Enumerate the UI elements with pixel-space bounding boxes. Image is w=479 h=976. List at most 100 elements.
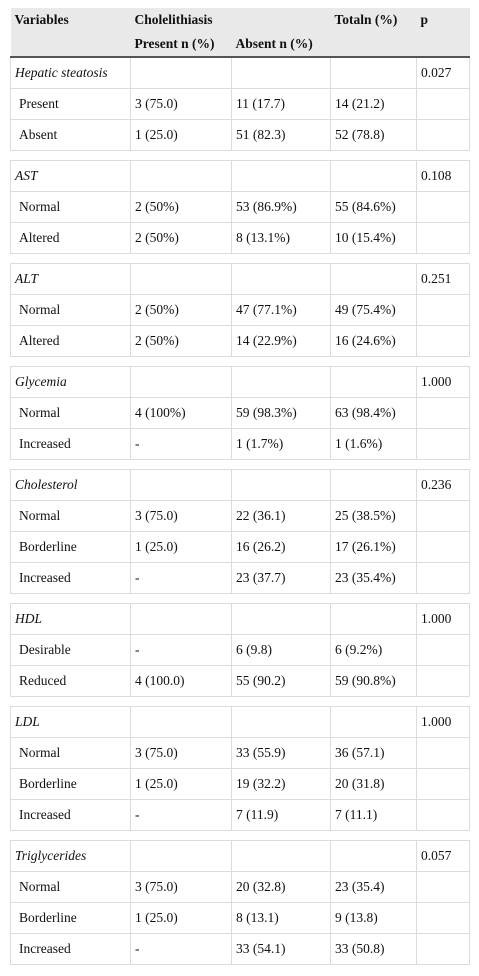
- cell: 4 (100%): [130, 397, 232, 429]
- empty-cell: [230, 603, 332, 635]
- table-wrapper: Variables Cholelithiasis Totaln (%) p Pr…: [10, 8, 471, 965]
- empty-cell: [416, 902, 471, 934]
- empty-cell: [330, 263, 418, 295]
- cell: 7 (11.9): [230, 799, 332, 831]
- empty-cell: [130, 366, 232, 398]
- row-label: Normal: [10, 871, 131, 903]
- spacer-row: [10, 356, 470, 367]
- p-value: 0.027: [416, 56, 471, 89]
- cell: 3 (75.0): [130, 737, 232, 769]
- spacer-cell: [10, 696, 470, 707]
- group-row: HDL 1.000: [10, 603, 471, 635]
- header-cell: Variables: [10, 8, 131, 32]
- empty-cell: [330, 706, 418, 738]
- group-row: Hepatic steatosis 0.027: [10, 56, 471, 89]
- row-label: Borderline: [10, 768, 131, 800]
- row-label: Normal: [10, 397, 131, 429]
- row-label: Normal: [10, 191, 131, 223]
- group-row: Cholesterol 0.236: [10, 469, 471, 501]
- data-row: Borderline 1 (25.0) 16 (26.2) 17 (26.1%): [10, 531, 471, 563]
- header-cell: Cholelithiasis: [130, 8, 331, 32]
- row-label: Normal: [10, 737, 131, 769]
- cell: 55 (84.6%): [330, 191, 418, 223]
- spacer-cell: [10, 253, 470, 264]
- data-row: Altered 2 (50%) 14 (22.9%) 16 (24.6%): [10, 325, 471, 357]
- empty-cell: [330, 160, 418, 192]
- empty-cell: [230, 160, 332, 192]
- empty-cell: [230, 56, 332, 89]
- empty-cell: [416, 500, 471, 532]
- cell: 23 (35.4): [330, 871, 418, 903]
- cell: 1 (1.6%): [330, 428, 418, 460]
- cell: -: [130, 428, 232, 460]
- cell: 8 (13.1): [230, 902, 332, 934]
- empty-cell: [230, 706, 332, 738]
- empty-cell: [416, 665, 471, 697]
- group-name: Cholesterol: [10, 469, 131, 501]
- cell: 20 (32.8): [230, 871, 332, 903]
- cell: 1 (1.7%): [230, 428, 332, 460]
- cell: 23 (37.7): [230, 562, 332, 594]
- cell: 17 (26.1%): [330, 531, 418, 563]
- group-name: ALT: [10, 263, 131, 295]
- cell: 3 (75.0): [130, 500, 232, 532]
- empty-cell: [416, 799, 471, 831]
- data-row: Normal 3 (75.0) 20 (32.8) 23 (35.4): [10, 871, 471, 903]
- empty-cell: [330, 56, 418, 89]
- row-label: Desirable: [10, 634, 131, 666]
- cell: 9 (13.8): [330, 902, 418, 934]
- data-row: Normal 2 (50%) 47 (77.1%) 49 (75.4%): [10, 294, 471, 326]
- group-name: HDL: [10, 603, 131, 635]
- group-name: Triglycerides: [10, 840, 131, 872]
- data-row: Increased -33 (54.1) 33 (50.8): [10, 933, 471, 965]
- group-row: AST 0.108: [10, 160, 471, 192]
- header-cell: Absent n (%): [231, 32, 331, 58]
- empty-cell: [130, 263, 232, 295]
- group-name: AST: [10, 160, 131, 192]
- header-cell: [330, 32, 417, 58]
- empty-cell: [416, 222, 471, 254]
- p-value: 1.000: [416, 366, 471, 398]
- empty-cell: [416, 191, 471, 223]
- empty-cell: [130, 160, 232, 192]
- cell: 1 (25.0): [130, 902, 232, 934]
- empty-cell: [230, 469, 332, 501]
- cell: 1 (25.0): [130, 119, 232, 151]
- spacer-row: [10, 253, 470, 264]
- group-name: Glycemia: [10, 366, 131, 398]
- empty-cell: [330, 366, 418, 398]
- cell: 51 (82.3): [230, 119, 332, 151]
- header-row: Present n (%) Absent n (%): [10, 32, 470, 58]
- data-row: Normal 3 (75.0) 33 (55.9) 36 (57.1): [10, 737, 471, 769]
- cell: 11 (17.7): [230, 88, 332, 120]
- empty-cell: [230, 366, 332, 398]
- data-row: Borderline 1 (25.0) 19 (32.2) 20 (31.8): [10, 768, 471, 800]
- data-row: Increased -1 (1.7%) 1 (1.6%): [10, 428, 471, 460]
- group-name: LDL: [10, 706, 131, 738]
- cell: 33 (54.1): [230, 933, 332, 965]
- cell: 2 (50%): [130, 222, 232, 254]
- empty-cell: [330, 840, 418, 872]
- cell: 33 (55.9): [230, 737, 332, 769]
- row-label: Borderline: [10, 531, 131, 563]
- empty-cell: [130, 603, 232, 635]
- header-cell: Present n (%): [130, 32, 232, 58]
- empty-cell: [230, 840, 332, 872]
- row-label: Increased: [10, 933, 131, 965]
- cell: 22 (36.1): [230, 500, 332, 532]
- cell: 2 (50%): [130, 325, 232, 357]
- cell: 4 (100.0): [130, 665, 232, 697]
- empty-cell: [416, 397, 471, 429]
- row-label: Altered: [10, 222, 131, 254]
- data-row: Present 3 (75.0) 11 (17.7) 14 (21.2): [10, 88, 471, 120]
- spacer-cell: [10, 830, 470, 841]
- p-value: 1.000: [416, 603, 471, 635]
- spacer-cell: [10, 356, 470, 367]
- spacer-row: [10, 830, 470, 841]
- cell: 16 (24.6%): [330, 325, 418, 357]
- spacer-row: [10, 459, 470, 470]
- row-label: Borderline: [10, 902, 131, 934]
- cell: -: [130, 562, 232, 594]
- p-value: 0.236: [416, 469, 471, 501]
- table-body: Hepatic steatosis 0.027 Present 3 (75.0) 11 …: [10, 56, 471, 965]
